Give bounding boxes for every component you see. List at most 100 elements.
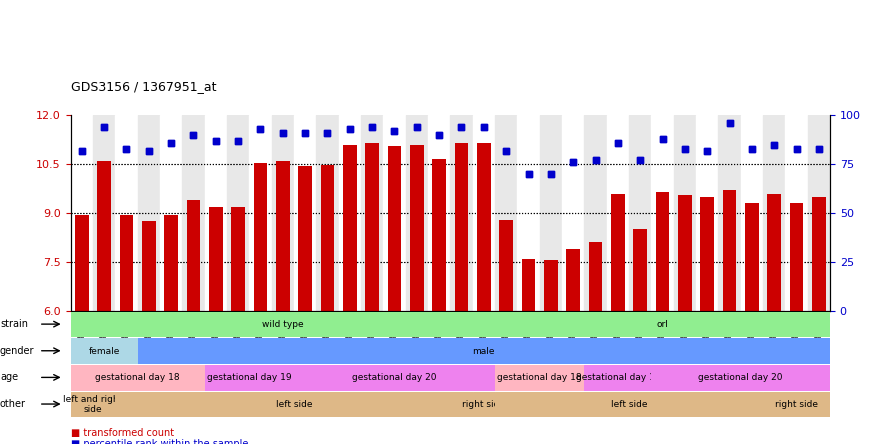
Bar: [812, 197, 826, 311]
Bar: [339, 115, 361, 311]
Bar: [517, 115, 540, 311]
Bar: [500, 220, 513, 311]
Point: [164, 139, 178, 147]
Bar: [611, 194, 624, 311]
Bar: [477, 143, 491, 311]
Bar: [160, 115, 182, 311]
Point: [633, 157, 647, 164]
Bar: [276, 161, 290, 311]
Bar: [477, 143, 491, 311]
Bar: [97, 161, 111, 311]
Point: [767, 141, 781, 148]
Point: [388, 127, 402, 135]
Point: [142, 147, 156, 154]
Bar: [343, 145, 357, 311]
Text: strain: strain: [0, 319, 28, 329]
Bar: [745, 203, 758, 311]
Point: [611, 139, 625, 147]
Bar: [316, 115, 339, 311]
Text: gestational day 20: gestational day 20: [352, 373, 437, 382]
Bar: [589, 242, 602, 311]
Bar: [361, 115, 383, 311]
Bar: [500, 220, 513, 311]
Bar: [656, 192, 669, 311]
Bar: [522, 259, 535, 311]
Point: [588, 157, 602, 164]
Bar: [585, 115, 607, 311]
Point: [811, 145, 826, 152]
Point: [700, 147, 714, 154]
Bar: [785, 115, 808, 311]
Bar: [433, 159, 446, 311]
Point: [410, 123, 424, 131]
Bar: [272, 115, 294, 311]
Point: [566, 159, 580, 166]
Point: [655, 135, 669, 143]
Point: [700, 147, 714, 154]
Bar: [405, 115, 428, 311]
Point: [477, 123, 491, 131]
Point: [722, 120, 736, 127]
Bar: [723, 190, 736, 311]
Bar: [276, 161, 290, 311]
Point: [789, 145, 804, 152]
Bar: [812, 197, 826, 311]
Bar: [719, 115, 741, 311]
Point: [231, 137, 245, 144]
Point: [186, 131, 200, 139]
Text: GDS3156 / 1367951_at: GDS3156 / 1367951_at: [71, 80, 216, 93]
Bar: [294, 115, 316, 311]
Point: [744, 145, 758, 152]
Bar: [187, 200, 200, 311]
Bar: [428, 115, 450, 311]
Point: [365, 123, 379, 131]
Bar: [205, 115, 227, 311]
Bar: [567, 249, 580, 311]
Point: [633, 157, 647, 164]
Text: age: age: [0, 373, 19, 382]
Point: [321, 130, 335, 137]
Text: ■ transformed count: ■ transformed count: [71, 428, 174, 438]
Point: [119, 145, 133, 152]
Bar: [410, 145, 424, 311]
Point: [432, 131, 446, 139]
Text: gestational day 18: gestational day 18: [497, 373, 582, 382]
Bar: [656, 192, 669, 311]
Bar: [629, 115, 652, 311]
Text: right side: right side: [775, 400, 818, 409]
Bar: [388, 147, 401, 311]
Text: gestational day 19: gestational day 19: [207, 373, 291, 382]
Bar: [75, 215, 88, 311]
Point: [588, 157, 602, 164]
Point: [321, 130, 335, 137]
Bar: [607, 115, 629, 311]
Bar: [455, 143, 468, 311]
Bar: [589, 242, 602, 311]
Text: gender: gender: [0, 346, 34, 356]
Point: [499, 147, 513, 154]
Bar: [741, 115, 763, 311]
Point: [767, 141, 781, 148]
Point: [744, 145, 758, 152]
Bar: [433, 159, 446, 311]
Point: [97, 123, 111, 131]
Point: [611, 139, 625, 147]
Point: [678, 145, 692, 152]
Point: [119, 145, 133, 152]
Text: gestational day 18: gestational day 18: [95, 373, 180, 382]
Bar: [763, 115, 785, 311]
Point: [455, 123, 469, 131]
Point: [789, 145, 804, 152]
Bar: [450, 115, 472, 311]
Point: [365, 123, 379, 131]
Text: gestational day 19: gestational day 19: [576, 373, 660, 382]
Bar: [209, 206, 223, 311]
Bar: [93, 115, 116, 311]
Bar: [723, 190, 736, 311]
Point: [722, 120, 736, 127]
Bar: [187, 200, 200, 311]
Bar: [71, 115, 93, 311]
Point: [678, 145, 692, 152]
Bar: [544, 260, 557, 311]
Bar: [700, 197, 713, 311]
